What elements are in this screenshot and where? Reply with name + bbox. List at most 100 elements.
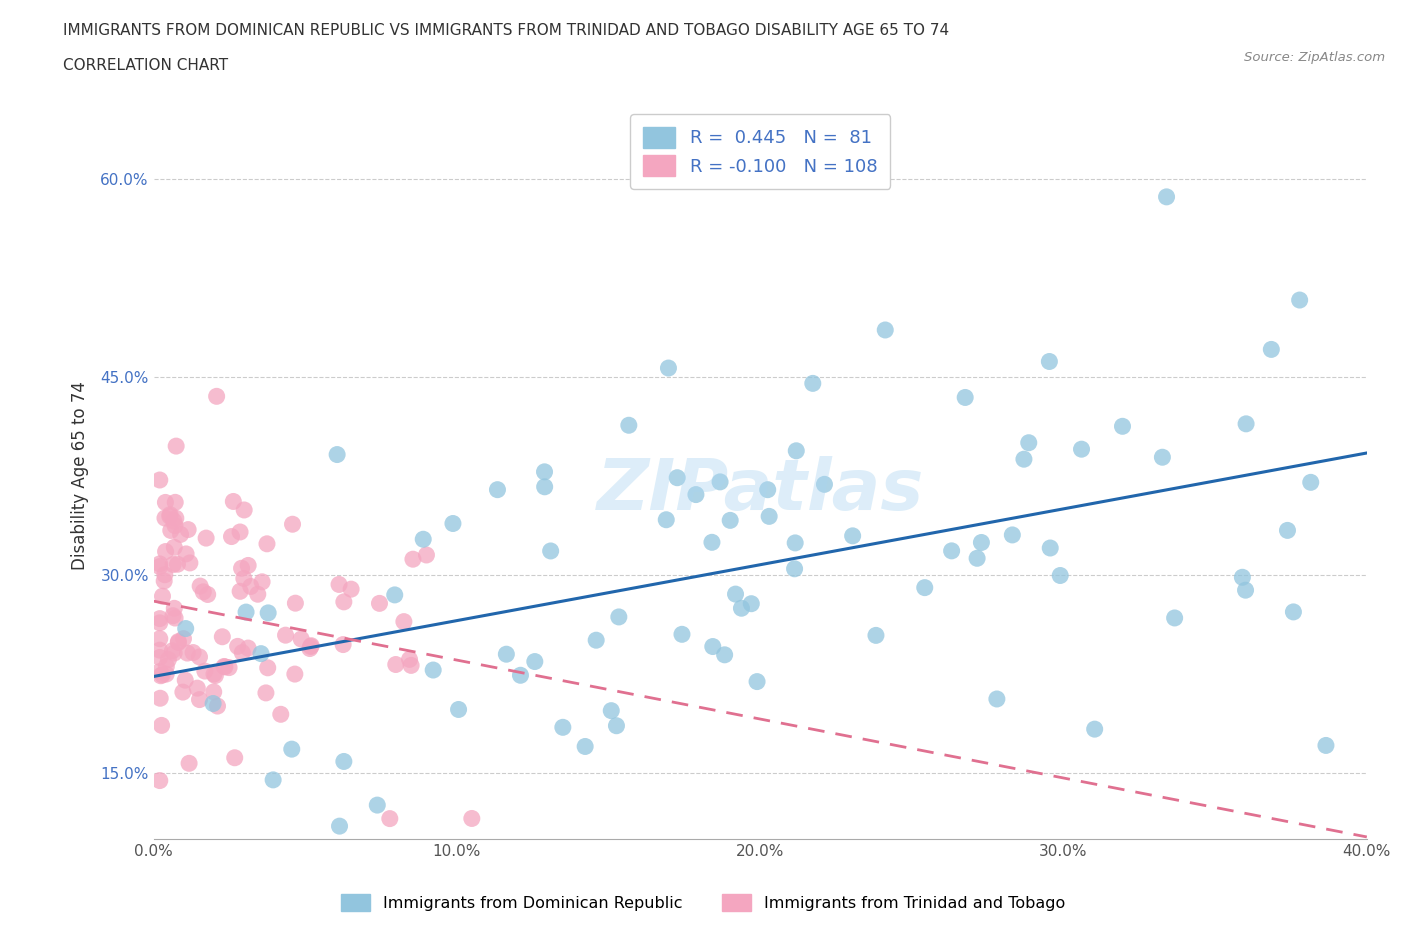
Point [328, 818, 350, 833]
Point [333, 594, 356, 609]
Point [281, 742, 304, 757]
Point [177, 522, 200, 537]
Point [195, 531, 218, 546]
Point [155, 659, 177, 674]
Point [207, 698, 229, 713]
Point [193, 584, 215, 599]
Point [153, 511, 176, 525]
Point [1018, 435, 1040, 450]
Point [211, 630, 233, 644]
Point [533, 464, 555, 479]
Point [785, 444, 807, 458]
Point [1315, 738, 1337, 753]
Point [1084, 722, 1107, 737]
Point [284, 667, 307, 682]
Point [224, 751, 246, 765]
Point [202, 667, 225, 682]
Point [149, 556, 172, 571]
Point [159, 509, 181, 524]
Point [700, 535, 723, 550]
Point [495, 646, 517, 661]
Point [523, 654, 546, 669]
Point [181, 645, 204, 660]
Point [149, 631, 172, 646]
Point [204, 668, 226, 683]
Point [150, 718, 173, 733]
Point [165, 511, 187, 525]
Point [486, 483, 509, 498]
Point [441, 516, 464, 531]
Point [970, 535, 993, 550]
Point [1232, 570, 1254, 585]
Point [218, 660, 240, 675]
Point [412, 532, 434, 547]
Point [368, 596, 391, 611]
Point [166, 557, 188, 572]
Point [1163, 610, 1185, 625]
Point [1152, 450, 1174, 465]
Point [254, 685, 277, 700]
Point [274, 628, 297, 643]
Point [914, 580, 936, 595]
Point [262, 773, 284, 788]
Point [194, 664, 217, 679]
Point [865, 628, 887, 643]
Legend: Immigrants from Dominican Republic, Immigrants from Trinidad and Tobago: Immigrants from Dominican Republic, Immi… [335, 888, 1071, 917]
Point [328, 577, 350, 591]
Point [366, 798, 388, 813]
Point [152, 589, 174, 604]
Point [1111, 418, 1133, 433]
Point [159, 507, 181, 522]
Point [384, 658, 406, 672]
Point [685, 487, 707, 502]
Point [162, 608, 184, 623]
Point [163, 540, 186, 555]
Point [941, 543, 963, 558]
Point [169, 527, 191, 542]
Point [163, 518, 186, 533]
Point [174, 547, 197, 562]
Point [159, 523, 181, 538]
Point [299, 638, 322, 653]
Point [150, 668, 173, 683]
Point [226, 639, 249, 654]
Point [246, 587, 269, 602]
Point [1299, 475, 1322, 490]
Point [1038, 354, 1060, 369]
Point [229, 584, 252, 599]
Point [174, 621, 197, 636]
Point [1288, 293, 1310, 308]
Point [326, 447, 349, 462]
Point [167, 634, 190, 649]
Point [155, 544, 177, 559]
Point [333, 754, 356, 769]
Point [165, 439, 187, 454]
Point [163, 645, 186, 660]
Legend: R =  0.445   N =  81, R = -0.100   N = 108: R = 0.445 N = 81, R = -0.100 N = 108 [630, 114, 890, 189]
Point [585, 632, 607, 647]
Point [422, 662, 444, 677]
Point [167, 635, 190, 650]
Point [740, 596, 762, 611]
Point [197, 587, 219, 602]
Point [202, 684, 225, 699]
Point [332, 637, 354, 652]
Point [783, 562, 806, 577]
Point [231, 645, 253, 660]
Point [149, 559, 172, 574]
Point [378, 811, 401, 826]
Point [188, 649, 211, 664]
Point [953, 390, 976, 405]
Point [1070, 442, 1092, 457]
Point [617, 418, 640, 432]
Point [149, 773, 172, 788]
Point [149, 669, 172, 684]
Point [398, 652, 420, 667]
Point [281, 517, 304, 532]
Point [250, 646, 273, 661]
Point [232, 571, 254, 586]
Point [174, 672, 197, 687]
Point [509, 668, 531, 683]
Point [702, 639, 724, 654]
Point [222, 494, 245, 509]
